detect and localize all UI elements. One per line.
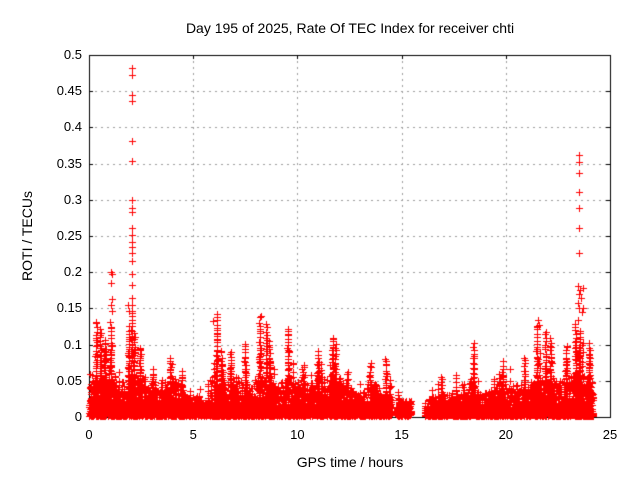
y-tick-label: 0.15: [56, 300, 82, 316]
y-tick-label: 0.45: [56, 83, 82, 99]
chart-title: Day 195 of 2025, Rate Of TEC Index for r…: [185, 20, 515, 36]
y-tick-label: 0.05: [56, 372, 82, 388]
x-tick-label: 25: [602, 427, 618, 442]
x-tick-label: 10: [290, 427, 305, 442]
y-tick-label: 0.35: [56, 155, 82, 171]
y-tick-label: 0.5: [63, 47, 82, 62]
x-axis-label: GPS time / hours: [296, 454, 404, 470]
y-tick-label: 0.3: [63, 191, 82, 207]
y-tick-label: 0.1: [63, 336, 82, 352]
x-tick-label: 20: [498, 427, 514, 442]
x-tick-label: 15: [394, 427, 409, 442]
y-tick-label: 0.2: [63, 264, 82, 280]
y-tick-label: 0.4: [63, 119, 82, 135]
x-tick-label: 5: [189, 427, 197, 442]
y-tick-label: 0.25: [56, 228, 82, 243]
y-tick-label: 0: [74, 409, 82, 424]
y-axis-label: ROTI / TECUs: [19, 191, 35, 281]
x-tick-label: 0: [85, 427, 93, 442]
